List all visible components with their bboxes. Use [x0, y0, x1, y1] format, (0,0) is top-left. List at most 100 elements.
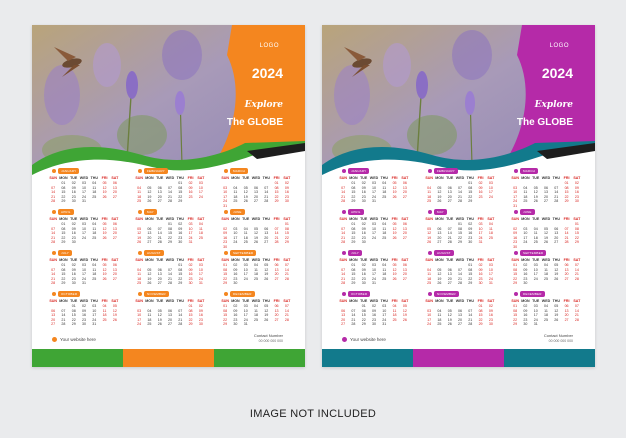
weekday-header: SUN MON TUE WED THU FRI SAT [424, 258, 496, 263]
day-cell: 14 [178, 313, 183, 318]
day-cell: 21 [61, 317, 66, 322]
day-cell: 25 [382, 276, 387, 281]
day-cell: 18 [392, 313, 397, 318]
day-cell: 11 [392, 308, 397, 313]
day-cell: 23 [81, 317, 86, 322]
day-cell: 19 [533, 194, 538, 199]
weekday-label: TUE [446, 299, 454, 303]
day-cell: 21 [264, 194, 269, 199]
weekday-header: SUN MON TUE WED THU FRI SAT [134, 258, 206, 263]
day-cell: 20 [543, 194, 548, 199]
month-dot-icon [514, 169, 518, 173]
day-cell [379, 199, 389, 204]
day-cell: 27 [274, 276, 279, 281]
weekday-label: SAT [283, 299, 291, 303]
day-cell: 13 [447, 272, 452, 277]
day-cell: 23 [223, 240, 228, 245]
month-label: MAY [134, 209, 206, 215]
day-cell: 26 [554, 276, 559, 281]
week-row: 11 12 13 14 15 16 17 [134, 272, 206, 277]
day-cell [282, 281, 292, 286]
day-cell: 07 [447, 226, 452, 231]
day-cell: 13 [274, 267, 279, 272]
day-cell: 26 [437, 199, 442, 204]
day-cell: 09 [198, 308, 203, 313]
weekday-label: FRI [273, 217, 280, 221]
calendar-poster-magenta: LOGO 2024 Explore The GLOBE JANUARY SUN MO… [322, 25, 595, 367]
day-cell: 13 [112, 226, 117, 231]
day-cell: 15 [564, 190, 569, 195]
day-cell: 30 [574, 199, 579, 204]
day-cell: 21 [351, 317, 356, 322]
day-cell: 06 [264, 226, 269, 231]
day-cell: 15 [457, 231, 462, 236]
day-cell [251, 245, 261, 250]
week-row: 22 23 24 25 26 27 28 [220, 318, 292, 323]
wave-white [322, 145, 595, 197]
day-cell: 03 [92, 304, 97, 308]
day-cell: 20 [554, 235, 559, 240]
day-cell: 23 [371, 317, 376, 322]
day-cell [541, 245, 551, 250]
day-cell: 29 [61, 199, 66, 204]
day-cell: 11 [92, 267, 97, 272]
day-cell: 03 [371, 222, 376, 226]
day-cell: 30 [488, 322, 493, 327]
weekday-label: SUN [339, 299, 347, 303]
week-row: 09 10 11 12 13 14 15 [510, 231, 582, 236]
day-cell: 31 [478, 240, 483, 245]
day-cell: 12 [533, 190, 538, 195]
month-label: SEPTEMBER [510, 250, 582, 256]
day-cell: 20 [402, 231, 407, 236]
day-cell: 10 [533, 267, 538, 272]
week-row: 07 08 09 10 11 12 13 [338, 268, 410, 273]
contact-label: Contact Number [543, 333, 573, 338]
hero-photo: LOGO 2024 Explore The GLOBE [32, 25, 305, 197]
week-row: 02 03 04 05 06 07 08 [220, 227, 292, 232]
weekday-label: SAT [283, 176, 291, 180]
weekday-label: MON [59, 299, 68, 303]
day-cell: 05 [392, 222, 397, 226]
day-cell: 25 [137, 281, 142, 286]
day-cell: 20 [51, 317, 56, 322]
weekday-header: SUN MON TUE WED THU FRI SAT [338, 299, 410, 304]
day-cell: 22 [178, 194, 183, 199]
month-name: MARCH [230, 168, 248, 174]
month-label: FEBRUARY [424, 168, 496, 174]
day-cell: 30 [478, 281, 483, 286]
weekday-header: SUN MON TUE WED THU FRI SAT [134, 299, 206, 304]
day-cell: 28 [574, 276, 579, 281]
weekday-label: TUE [532, 258, 540, 262]
day-cell: 13 [447, 190, 452, 195]
day-cell: 23 [361, 194, 366, 199]
globe-icon [342, 337, 347, 342]
day-cell: 08 [223, 267, 228, 272]
weekday-header: SUN MON TUE WED THU FRI SAT [134, 176, 206, 181]
week-row: 01 02 03 04 05 06 [48, 222, 120, 227]
day-cell: 03 [371, 181, 376, 185]
contact-number: 00 000 000 000 [258, 339, 283, 343]
day-cell: 16 [574, 190, 579, 195]
day-cell: 09 [188, 267, 193, 272]
weekday-label: WED [165, 258, 175, 262]
weekday-label: TUE [446, 258, 454, 262]
day-cell: 13 [112, 267, 117, 272]
website-line: Your website here [52, 337, 96, 342]
day-cell: 17 [533, 313, 538, 318]
day-cell: 20 [264, 235, 269, 240]
day-cell: 27 [157, 199, 162, 204]
day-cell: 24 [513, 199, 518, 204]
week-row: 01 02 03 [134, 263, 206, 268]
day-cell: 23 [71, 276, 76, 281]
day-cell: 04 [382, 222, 387, 226]
weekday-label: TUE [70, 299, 78, 303]
day-cell: 13 [554, 231, 559, 236]
day-cell [282, 245, 292, 250]
day-cell: 06 [402, 263, 407, 267]
day-cell: 02 [478, 181, 483, 185]
day-cell: 18 [543, 313, 548, 318]
week-row: 22 23 24 25 26 27 28 [510, 277, 582, 282]
day-cell: 04 [92, 222, 97, 226]
day-cell: 04 [437, 308, 442, 313]
day-cell: 26 [554, 317, 559, 322]
